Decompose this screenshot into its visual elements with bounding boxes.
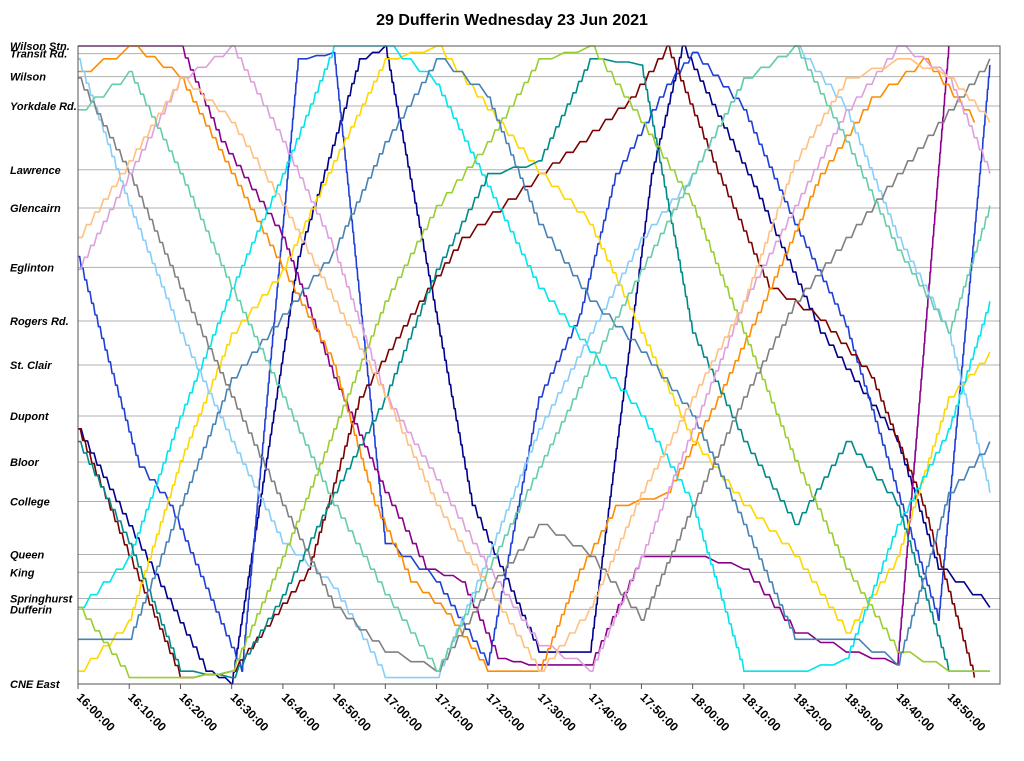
series-line-2: [78, 45, 976, 679]
series-line-0: [78, 45, 991, 685]
x-tick-label: 17:20:00: [484, 690, 528, 734]
stop-label: CNE East: [10, 679, 61, 691]
stop-label: Wilson Stn.: [10, 41, 70, 53]
x-tick-label: 16:40:00: [279, 690, 323, 734]
x-tick-label: 16:50:00: [330, 690, 374, 734]
series-line-1: [78, 51, 991, 672]
stop-label: Queen: [10, 549, 45, 561]
stop-label: Eglinton: [10, 262, 54, 274]
stop-label: Yorkdale Rd.: [10, 101, 77, 113]
chart-title: 29 Dufferin Wednesday 23 Jun 2021: [376, 12, 648, 29]
series-line-10: [78, 58, 991, 666]
stop-label: Dufferin: [10, 604, 52, 616]
x-tick-label: 16:30:00: [228, 690, 272, 734]
x-tick-label: 16:20:00: [176, 690, 220, 734]
x-tick-label: 17:30:00: [535, 690, 579, 734]
x-tick-label: 18:50:00: [945, 690, 989, 734]
x-tick-label: 18:30:00: [842, 690, 886, 734]
stop-label: Glencairn: [10, 203, 61, 215]
series-line-9: [78, 45, 990, 679]
time-labels: 16:00:00 16:10:00 16:20:00 16:30:00 16:40:00…: [74, 684, 989, 734]
x-tick-label: 16:00:00: [74, 690, 118, 734]
stop-label: Rogers Rd.: [10, 316, 69, 328]
stop-label: Bloor: [10, 457, 39, 469]
series-line-11: [78, 58, 991, 672]
x-tick-label: 17:50:00: [637, 690, 681, 734]
stop-label: St. Clair: [10, 360, 52, 372]
x-tick-label: 18:40:00: [893, 690, 937, 734]
series-line-12: [78, 45, 991, 672]
x-tick-label: 18:10:00: [740, 690, 784, 734]
x-tick-label: 18:00:00: [689, 690, 733, 734]
x-tick-label: 17:10:00: [432, 690, 476, 734]
series-line-13: [78, 58, 991, 672]
stop-label: King: [10, 567, 35, 579]
vehicle-trips: [78, 45, 991, 685]
stop-label: Dupont: [10, 411, 50, 423]
series-line-8: [78, 58, 990, 679]
series-line-7: [78, 45, 991, 679]
series-line-6: [78, 45, 991, 672]
grid-lines: [78, 45, 1000, 685]
x-tick-label: 18:20:00: [791, 690, 835, 734]
x-tick-label: 17:40:00: [586, 690, 630, 734]
stop-labels: Wilson Stn.Transit Rd. Wilson Yorkdale Rd.…: [10, 41, 77, 691]
stop-label: Wilson: [10, 72, 46, 84]
series-line-14: [78, 45, 991, 672]
series-line-4: [78, 45, 976, 672]
stop-label: Lawrence: [10, 165, 61, 177]
stop-label: Transit Rd.: [10, 49, 67, 61]
stop-label: Springhurst: [10, 594, 74, 606]
x-tick-label: 17:00:00: [381, 690, 425, 734]
stop-label: College: [10, 497, 50, 509]
x-tick-label: 16:10:00: [125, 690, 169, 734]
